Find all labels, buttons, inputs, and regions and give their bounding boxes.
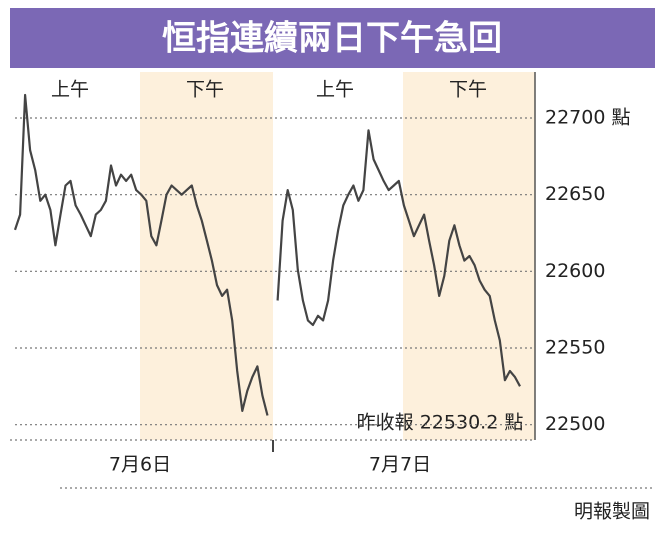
source: 明報製圖 — [574, 501, 650, 523]
y-tick-label: 22500 — [545, 413, 605, 435]
day-label: 7月6日 — [109, 454, 171, 476]
afternoon-shade — [140, 72, 273, 440]
session-label: 上午 — [51, 79, 89, 101]
annotation: 昨收報 22530.2 點 — [357, 412, 524, 434]
day-label: 7月7日 — [369, 454, 431, 476]
title-banner — [10, 8, 655, 68]
index-line — [13, 93, 521, 416]
y-tick-label: 22600 — [545, 260, 605, 282]
y-tick-label: 22700 點 — [545, 107, 630, 129]
y-tick-label: 22550 — [545, 337, 605, 359]
session-label: 上午 — [316, 79, 354, 101]
chart-title: 恒指連續兩日下午急回 — [162, 19, 502, 59]
session-label: 下午 — [186, 79, 224, 101]
session-label: 下午 — [449, 79, 487, 101]
y-tick-label: 22650 — [545, 183, 605, 205]
